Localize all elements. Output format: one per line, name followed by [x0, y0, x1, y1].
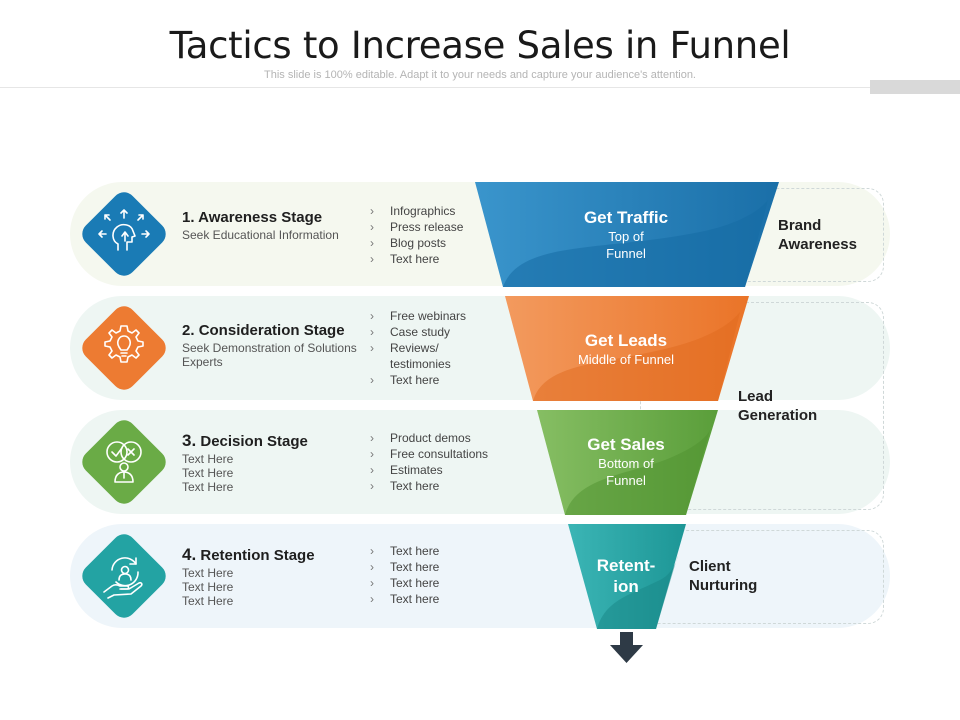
outcome-lead-generation: Lead Generation [738, 387, 817, 425]
stage-desc-line: Text Here [182, 566, 234, 580]
funnel-label-sales: Get Sales Bottom of Funnel [546, 434, 706, 489]
funnel-subtitle: Funnel [606, 246, 646, 261]
funnel-title: Get Sales [587, 435, 665, 454]
stage-4-title: 4. Retention Stage [182, 545, 315, 565]
stage-desc-line: Text Here [182, 480, 234, 494]
decision-person-icon [106, 441, 142, 483]
header-divider [0, 87, 870, 88]
outcome-client-nurturing: Client Nurturing [689, 557, 757, 595]
stage-3-name: Decision Stage [200, 433, 308, 450]
tactic-item: Text here [370, 559, 439, 575]
stage-4-name: Retention Stage [200, 547, 315, 564]
stage-2-description: Seek Demonstration of Solutions Experts [182, 341, 357, 369]
stage-2-tactics: Free webinars Case study Reviews/ testim… [370, 308, 466, 388]
stage-desc-line: Text Here [182, 452, 234, 466]
funnel-title: Retent- [596, 556, 656, 575]
funnel-subtitle: Bottom of [598, 456, 654, 471]
stage-desc-line: Text Here [182, 466, 234, 480]
stage-1-description: Seek Educational Information [182, 228, 339, 242]
lead-generation-box [640, 302, 884, 510]
tactic-item: Free webinars [370, 308, 466, 324]
stage-2-name: Consideration Stage [198, 322, 345, 339]
gear-bulb-icon [104, 325, 144, 363]
stage-desc-line: Text Here [182, 594, 234, 608]
tactic-item: Estimates [370, 462, 488, 478]
tactic-item: Free consultations [370, 446, 488, 462]
stage-desc-line: Seek Demonstration of Solutions [182, 341, 357, 355]
stage-row-background-2 [70, 296, 890, 400]
funnel-title: Get Leads [584, 331, 668, 350]
stage-3-number: 3. [182, 431, 197, 450]
stage-1-name: Awareness Stage [198, 209, 323, 226]
header-accent-bar [870, 80, 960, 94]
tactic-item: Product demos [370, 430, 488, 446]
stage-4-tactics: Text here Text here Text here Text here [370, 543, 439, 607]
outcome-brand-awareness: Brand Awareness [778, 216, 857, 254]
stage-2-title: 2. Consideration Stage [182, 322, 345, 339]
tactic-item: Press release [370, 219, 463, 235]
funnel-segment-retention [568, 524, 686, 629]
tactic-item: Blog posts [370, 235, 463, 251]
funnel-title: ion [613, 577, 639, 596]
tactic-item-continuation: testimonies [390, 357, 451, 371]
funnel-label-leads: Get Leads Middle of Funnel [546, 330, 706, 368]
funnel-segment-leads [505, 296, 749, 401]
funnel-segment-traffic [475, 182, 779, 287]
tactic-item: Case study [370, 324, 466, 340]
outcome-line: Generation [738, 407, 818, 424]
stage-3-description: Text Here Text Here Text Here [182, 452, 233, 494]
tactic-item: Text here [370, 372, 466, 388]
funnel-subtitle: Middle of Funnel [577, 352, 675, 367]
hand-person-cycle-icon [103, 557, 143, 599]
slide-subtitle: This slide is 100% editable. Adapt it to… [264, 69, 696, 81]
head-arrows-icon [98, 209, 150, 251]
funnel-subtitle: Top of [608, 229, 644, 244]
outcome-line: Nurturing [689, 577, 758, 594]
slide-title: Tactics to Increase Sales in Funnel [169, 24, 791, 67]
stage-row-background-4 [70, 524, 890, 628]
tactic-item: Text here [370, 478, 488, 494]
stage-1-tactics: Infographics Press release Blog posts Te… [370, 203, 463, 267]
tactic-item: Text here [370, 251, 463, 267]
stage-desc-line: Text Here [182, 580, 234, 594]
stage-2-number: 2. [182, 322, 195, 339]
stage-4-number: 4. [182, 545, 197, 564]
funnel-segment-sales [537, 410, 718, 515]
tactic-item: Text here [370, 591, 439, 607]
tactic-item: Text here [370, 543, 439, 559]
stage-3-title: 3. Decision Stage [182, 431, 308, 451]
outcome-line: Brand [778, 217, 822, 234]
outcome-line: Lead [738, 388, 774, 405]
tactic-item: Infographics [370, 203, 463, 219]
funnel-label-traffic: Get Traffic Top of Funnel [546, 207, 706, 262]
funnel-title: Get Traffic [583, 208, 669, 227]
stage-3-tactics: Product demos Free consultations Estimat… [370, 430, 488, 494]
stage-desc-line: Seek Educational Information [182, 228, 339, 242]
stage-1-title: 1. Awareness Stage [182, 209, 322, 226]
stage-1-number: 1. [182, 209, 195, 226]
stage-desc-line: Experts [182, 355, 223, 369]
outcome-line: Client [689, 558, 731, 575]
stage-4-description: Text Here Text Here Text Here [182, 566, 233, 608]
tactic-item: Reviews/ [370, 340, 466, 356]
outcome-line: Awareness [778, 236, 857, 253]
tactic-item: Text here [370, 575, 439, 591]
funnel-subtitle: Funnel [606, 473, 646, 488]
down-arrow-icon [610, 632, 643, 663]
funnel-label-retention: Retent- ion [566, 555, 686, 597]
